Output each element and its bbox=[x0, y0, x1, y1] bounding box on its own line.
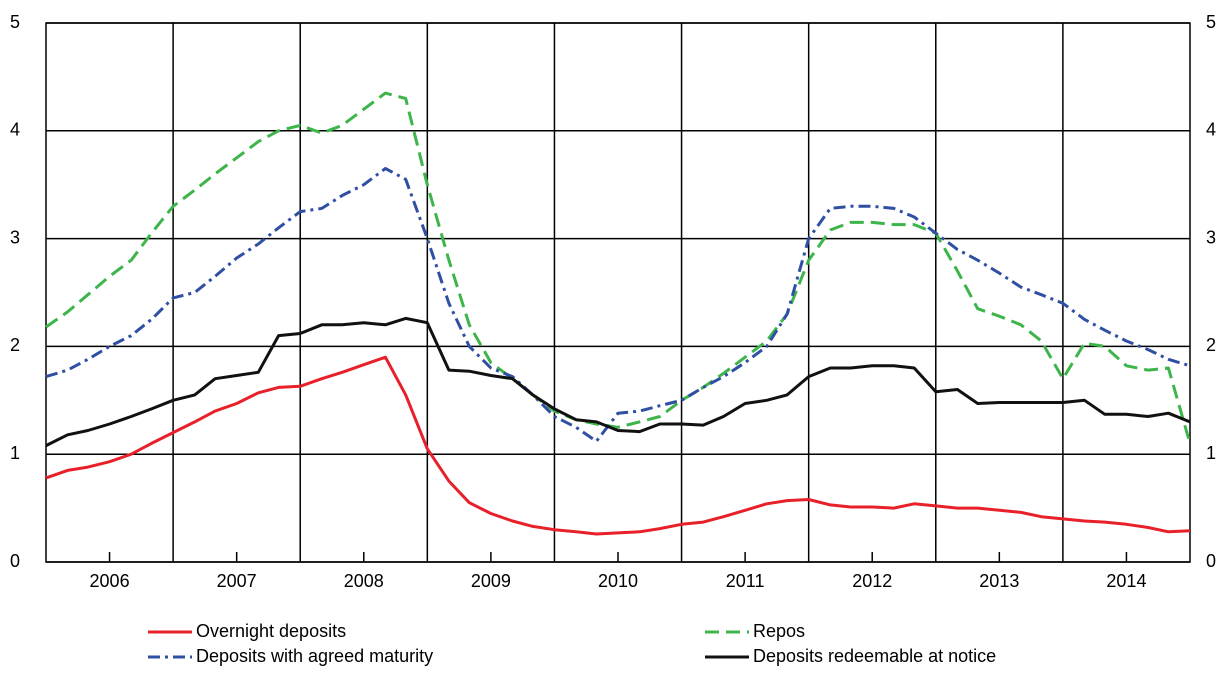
y2-tick-label: 5 bbox=[1206, 12, 1216, 32]
y2-tick-label: 4 bbox=[1206, 120, 1216, 140]
x-tick-label: 2010 bbox=[598, 571, 638, 591]
legend-label: Deposits redeemable at notice bbox=[753, 646, 996, 666]
x-tick-label: 2012 bbox=[852, 571, 892, 591]
x-tick-label: 2006 bbox=[90, 571, 130, 591]
y-tick-label: 4 bbox=[10, 120, 20, 140]
y-tick-label: 1 bbox=[10, 443, 20, 463]
y-tick-label: 3 bbox=[10, 227, 20, 247]
y-tick-label: 5 bbox=[10, 12, 20, 32]
series-line bbox=[45, 167, 1191, 443]
y2-tick-label: 3 bbox=[1206, 227, 1216, 247]
series-line bbox=[45, 91, 1192, 444]
y-tick-label: 0 bbox=[10, 551, 20, 571]
x-tick-label: 2013 bbox=[979, 571, 1019, 591]
x-tick-label: 2008 bbox=[344, 571, 384, 591]
legend-label: Repos bbox=[753, 621, 805, 641]
x-tick-label: 2009 bbox=[471, 571, 511, 591]
y2-tick-label: 1 bbox=[1206, 443, 1216, 463]
legend-label: Deposits with agreed maturity bbox=[196, 646, 433, 666]
x-tick-label: 2007 bbox=[217, 571, 257, 591]
x-tick-label: 2011 bbox=[726, 571, 765, 591]
series-line bbox=[45, 316, 1191, 447]
series-line bbox=[45, 355, 1191, 536]
x-tick-label: 2014 bbox=[1106, 571, 1146, 591]
plot-frame bbox=[45, 22, 1191, 563]
y-tick-label: 2 bbox=[10, 335, 20, 355]
legend-label: Overnight deposits bbox=[196, 621, 346, 641]
y2-tick-label: 0 bbox=[1206, 551, 1216, 571]
y2-tick-label: 2 bbox=[1206, 335, 1216, 355]
